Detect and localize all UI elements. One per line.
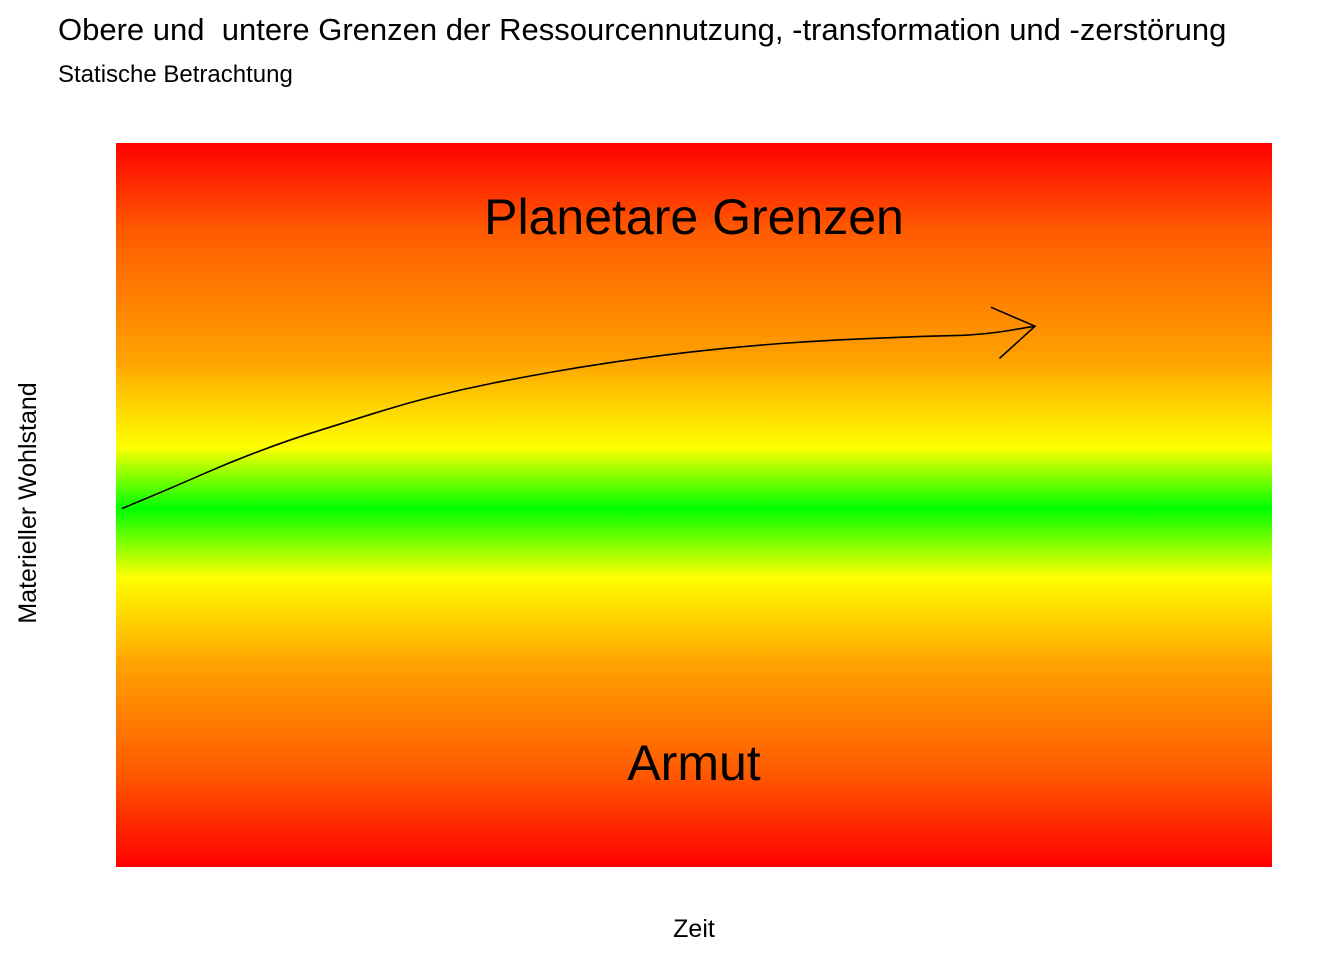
plot-panel: Planetare Grenzen Armut [116,143,1272,867]
upper-region-label: Planetare Grenzen [484,189,904,245]
lower-region-label: Armut [627,735,761,791]
plot-area [121,306,1037,510]
arrow-head-0 [990,306,1037,359]
series-line-0 [121,325,1036,510]
y-axis-label: Materieller Wohlstand [14,382,42,624]
x-axis-label: Zeit [673,915,715,943]
chart-subtitle: Statische Betrachtung [58,61,293,88]
chart-title: Obere und untere Grenzen der Ressourcenn… [58,12,1227,47]
